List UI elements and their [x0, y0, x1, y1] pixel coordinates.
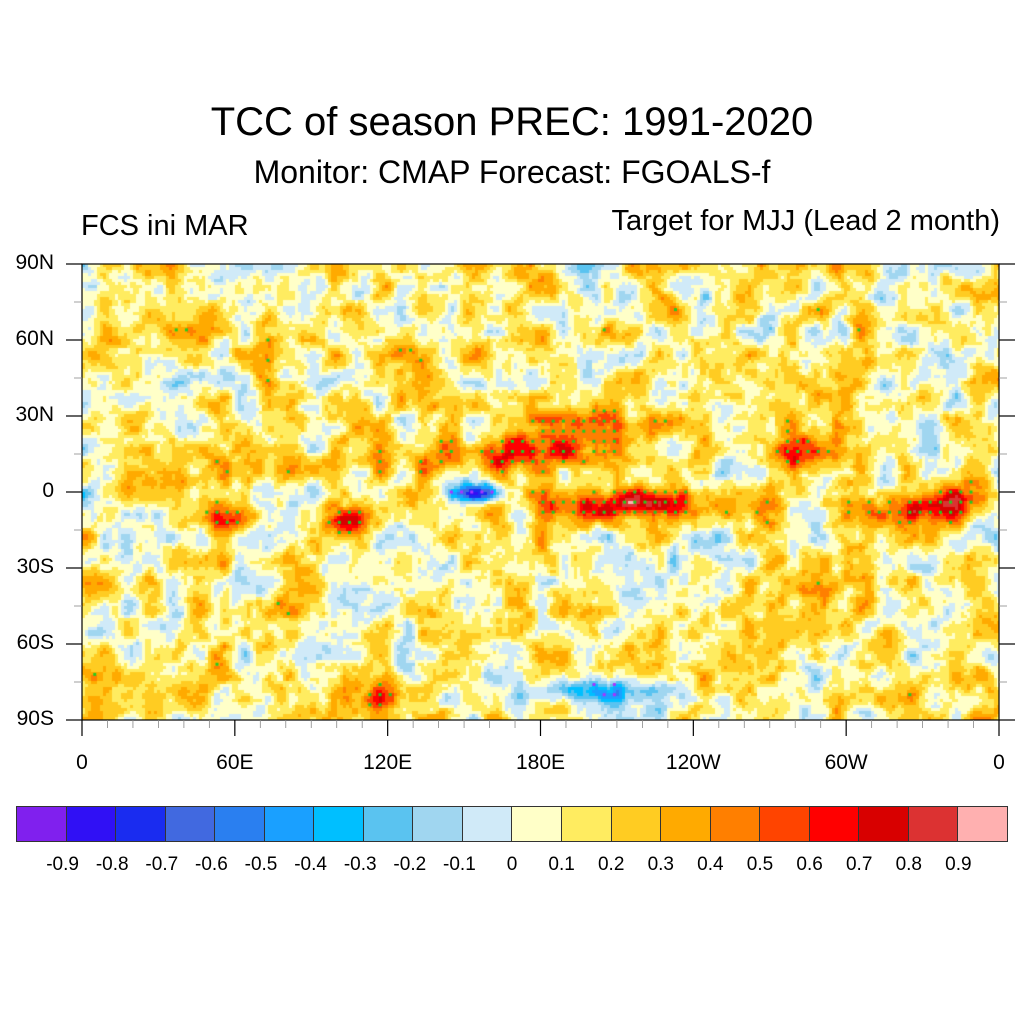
- colorbar-swatch: [561, 806, 611, 842]
- y-tick-label: 90N: [15, 251, 54, 274]
- colorbar-label: 0: [506, 854, 518, 875]
- colorbar-swatch: [65, 806, 116, 842]
- colorbar-swatch: [115, 806, 165, 842]
- colorbar-swatch: [164, 806, 215, 842]
- chart-title: TCC of season PREC: 1991-2020: [210, 100, 814, 144]
- colorbar-swatch: [362, 806, 413, 842]
- colorbar-label: -0.9: [46, 854, 79, 875]
- colorbar-label: -0.7: [145, 854, 179, 875]
- colorbar-label: -0.4: [294, 854, 327, 875]
- colorbar-swatch: [808, 806, 859, 842]
- map-frame: [81, 263, 1000, 721]
- colorbar-swatch: [263, 806, 314, 842]
- y-tick-label: 60S: [16, 631, 54, 654]
- colorbar-label: 0.8: [895, 854, 922, 875]
- colorbar-swatch: [214, 806, 264, 842]
- tcc-map-field: [82, 264, 999, 720]
- colorbar-swatch: [16, 806, 66, 842]
- colorbar-label: 0.5: [746, 854, 774, 875]
- colorbar: [16, 806, 1008, 844]
- colorbar-label: 0.2: [597, 854, 625, 875]
- colorbar-swatch: [610, 806, 661, 842]
- colorbar-label: 0.7: [845, 854, 873, 875]
- x-tick-label: 60E: [216, 751, 254, 774]
- colorbar-label: 0.6: [796, 854, 823, 875]
- colorbar-swatch: [461, 806, 512, 842]
- colorbar-swatch: [858, 806, 908, 842]
- x-tick-label: 180E: [515, 751, 566, 774]
- colorbar-label: 0.4: [697, 854, 724, 875]
- y-tick-label: 90S: [16, 707, 54, 730]
- colorbar-swatch: [759, 806, 809, 842]
- y-tick-label: 30S: [16, 555, 54, 578]
- colorbar-label: -0.3: [343, 854, 377, 875]
- colorbar-swatch: [412, 806, 462, 842]
- x-tick-label: 0: [993, 751, 1005, 774]
- y-tick-label: 30N: [15, 403, 54, 426]
- colorbar-label: -0.8: [95, 854, 129, 875]
- colorbar-label: -0.6: [195, 854, 228, 875]
- right-string: Target for MJJ (Lead 2 month): [611, 205, 1000, 237]
- colorbar-label: 0.9: [945, 854, 972, 875]
- x-tick-label: 60W: [824, 751, 868, 774]
- chart-subtitle: Monitor: CMAP Forecast: FGOALS-f: [253, 154, 771, 190]
- left-string: FCS ini MAR: [81, 210, 249, 242]
- colorbar-swatch: [957, 806, 1008, 842]
- y-tick-label: 60N: [15, 327, 54, 350]
- map-axes: [66, 263, 1015, 736]
- x-tick-label: 120E: [363, 751, 413, 774]
- colorbar-swatch: [313, 806, 363, 842]
- colorbar-label: 0.1: [548, 854, 575, 875]
- y-tick-label: 0: [42, 479, 54, 502]
- colorbar-swatch: [709, 806, 760, 842]
- colorbar-label: -0.5: [244, 854, 278, 875]
- colorbar-label: -0.2: [393, 854, 427, 875]
- colorbar-swatch: [907, 806, 958, 842]
- x-tick-label: 120W: [665, 751, 721, 774]
- colorbar-swatch: [660, 806, 710, 842]
- colorbar-label: 0.3: [647, 854, 674, 875]
- colorbar-swatch: [511, 806, 562, 842]
- x-tick-label: 0: [76, 751, 88, 774]
- colorbar-label: -0.1: [443, 854, 476, 875]
